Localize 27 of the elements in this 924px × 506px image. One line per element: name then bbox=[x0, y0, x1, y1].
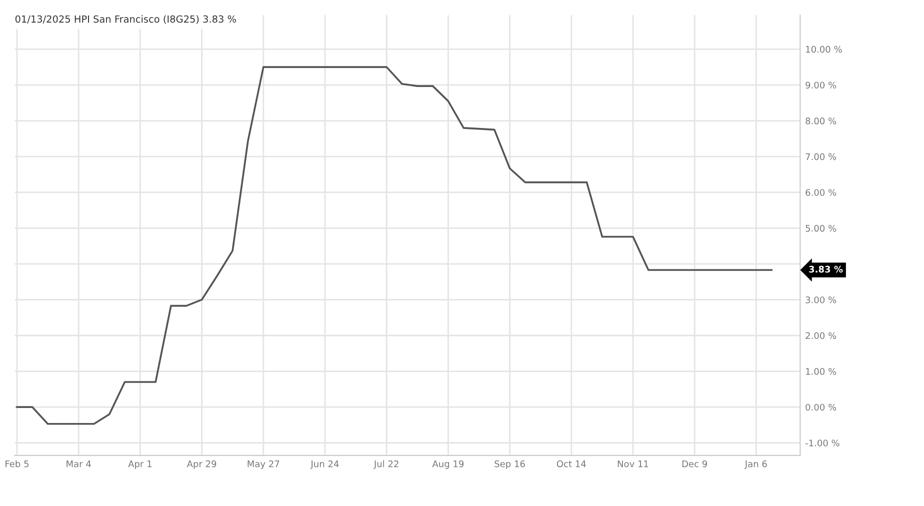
x-tick-label: Mar 4 bbox=[66, 460, 91, 468]
x-tick-label: Aug 19 bbox=[432, 460, 464, 469]
y-tick-label: 7.00 % bbox=[806, 153, 836, 160]
x-tick-label: Jan 6 bbox=[744, 460, 767, 469]
x-tick-label: Apr 29 bbox=[186, 460, 216, 469]
x-tick-label: May 27 bbox=[248, 460, 280, 469]
x-tick-label: Jun 24 bbox=[310, 460, 339, 469]
x-tick-label: Sep 16 bbox=[494, 460, 525, 469]
x-tick-label: Dec 9 bbox=[682, 460, 707, 468]
y-tick-label: 5.00 % bbox=[806, 224, 836, 232]
y-tick-label: 1.00 % bbox=[806, 368, 836, 375]
y-tick-label: 3.00 % bbox=[806, 296, 836, 304]
y-tick-label: 0.00 % bbox=[806, 404, 836, 411]
x-tick-label: Oct 14 bbox=[556, 460, 586, 468]
x-tick-label: Feb 5 bbox=[6, 460, 28, 468]
y-tick-label: 2.00 % bbox=[806, 332, 836, 340]
y-tick-label: -1.00 % bbox=[805, 440, 840, 446]
y-tick-label: 6.00 % bbox=[806, 189, 836, 196]
x-tick-label: Jul 22 bbox=[373, 460, 398, 469]
y-tick-label: 9.00 % bbox=[806, 82, 836, 89]
line-series bbox=[16, 66, 772, 425]
x-tick-label: Apr 1 bbox=[128, 460, 152, 469]
y-tick-label: 8.00 % bbox=[806, 117, 836, 124]
chart-title: 01/13/2025 HPI San Francisco (I8G25) 3.83 % bbox=[15, 15, 236, 24]
text: 3.83 % bbox=[809, 266, 843, 273]
y-tick-label: 10.00 % bbox=[806, 46, 842, 53]
x-tick-label: Nov 11 bbox=[618, 460, 648, 468]
